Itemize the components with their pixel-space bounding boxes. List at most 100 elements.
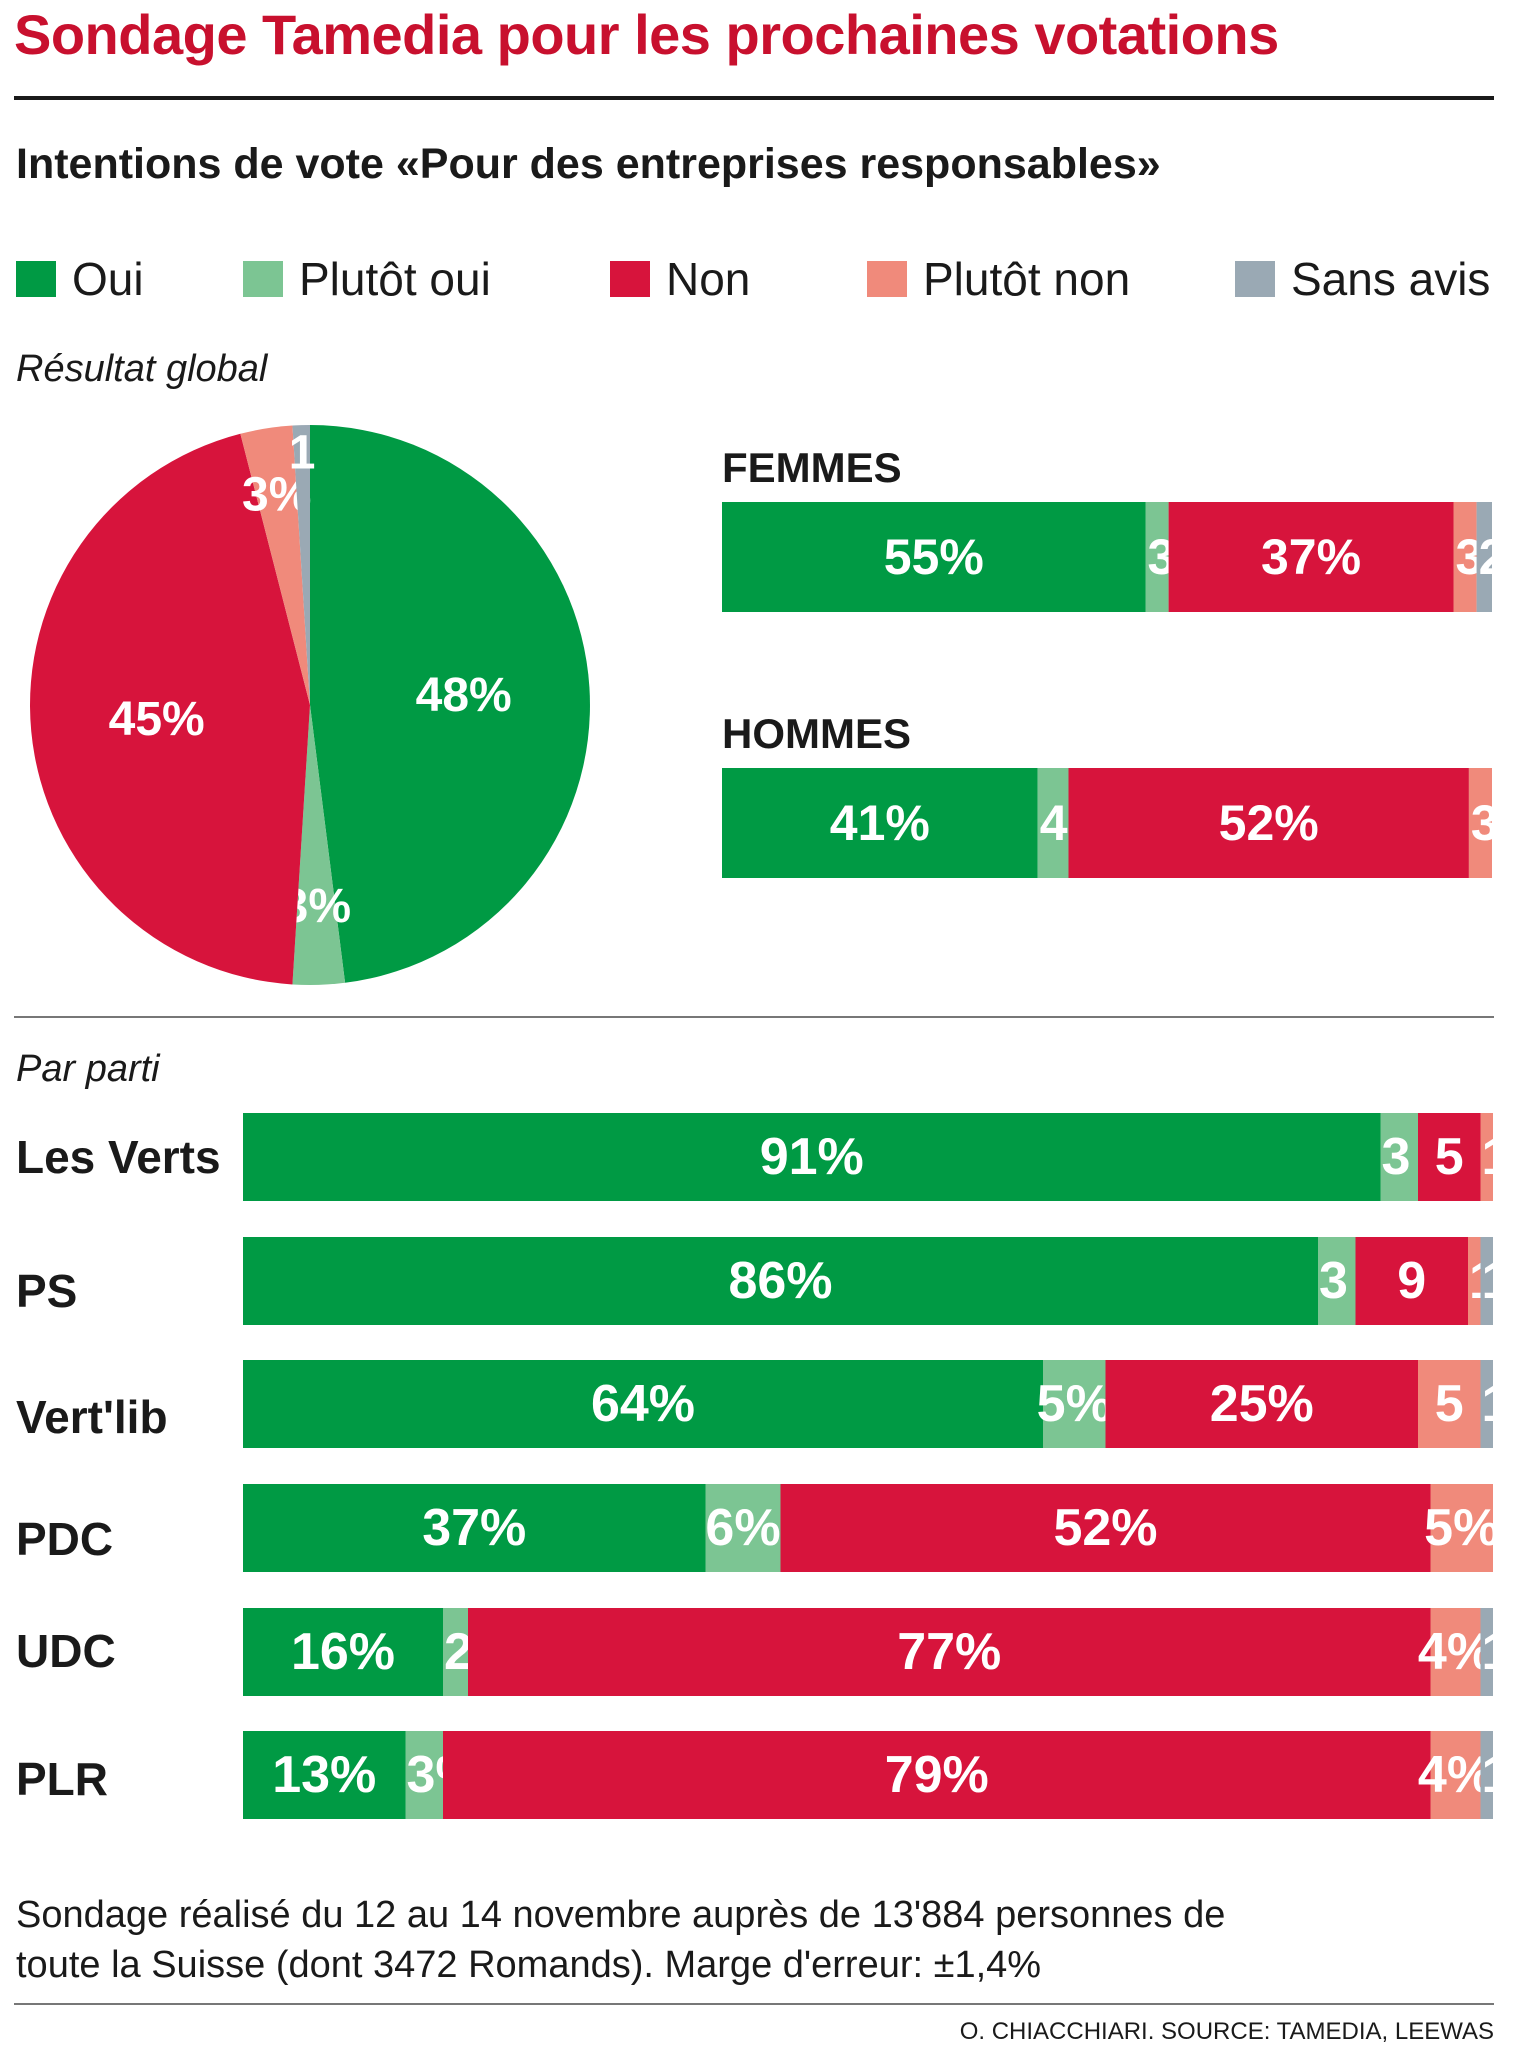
bar-label-ps-oui: 86%: [728, 1252, 832, 1310]
bar-label-udc-oui: 16%: [291, 1623, 395, 1681]
bar-label-pdc-plutot-oui: 6%: [705, 1499, 780, 1557]
legend-swatch-oui: [16, 261, 56, 297]
bar-label-vert-lib-non: 25%: [1210, 1375, 1314, 1433]
group-label-femmes: FEMMES: [722, 444, 902, 491]
bar-label-hommes-oui: 41%: [830, 795, 930, 851]
title-rule: [14, 96, 1494, 100]
chart-subtitle: Intentions de vote «Pour des entreprises…: [16, 140, 1161, 188]
bar-hommes-non: [1068, 768, 1469, 878]
party-label-udc: UDC: [16, 1625, 116, 1677]
bar-vert-lib-sans-avis: [1480, 1360, 1493, 1448]
bar-label-plr-oui: 13%: [272, 1746, 376, 1804]
bar-femmes-non: [1168, 502, 1454, 612]
bar-udc-oui: [243, 1608, 443, 1696]
pie-label-sans-avis: 1: [289, 427, 316, 480]
bar-label-femmes-sans-avis: 2: [1479, 529, 1507, 585]
bar-femmes-oui: [722, 502, 1146, 612]
pie-slice-sans-avis: [292, 425, 310, 705]
bar-label-ps-sans-avis: 1: [1482, 1252, 1511, 1310]
bar-udc-plutot-non: [1430, 1608, 1481, 1696]
bar-ps-non: [1355, 1237, 1468, 1325]
bar-hommes-plutot-oui: [1037, 768, 1069, 878]
party-label-plr: PLR: [16, 1753, 108, 1805]
pie-label-non: 45%: [109, 693, 205, 746]
legend-swatch-sans-avis: [1235, 261, 1275, 297]
bar-plr-sans-avis: [1480, 1731, 1493, 1819]
bar-pdc-oui: [243, 1484, 706, 1572]
bar-label-femmes-oui: 55%: [884, 529, 984, 585]
bar-label-pdc-non: 52%: [1053, 1499, 1157, 1557]
bar-udc-non: [468, 1608, 1431, 1696]
bar-pdc-non: [780, 1484, 1431, 1572]
bar-label-hommes-non: 52%: [1219, 795, 1319, 851]
bar-plr-non: [443, 1731, 1431, 1819]
chart-title: Sondage Tamedia pour les prochaines vota…: [14, 3, 1279, 66]
section-label-party: Par parti: [16, 1048, 160, 1090]
pie-label-oui: 48%: [416, 669, 512, 722]
party-label-ps: PS: [16, 1265, 78, 1317]
legend-label-oui: Oui: [72, 253, 144, 305]
party-label-pdc: PDC: [16, 1513, 114, 1565]
bar-femmes-plutot-oui: [1145, 502, 1169, 612]
bar-vert-lib-plutot-non: [1418, 1360, 1481, 1448]
bar-les-verts-non: [1418, 1113, 1481, 1201]
bar-vert-lib-oui: [243, 1360, 1043, 1448]
source-credit: O. CHIACCHIARI. SOURCE: TAMEDIA, LEEWAS: [959, 2018, 1494, 2045]
bar-plr-oui: [243, 1731, 406, 1819]
bar-label-vert-lib-oui: 64%: [591, 1375, 695, 1433]
bar-udc-sans-avis: [1480, 1608, 1493, 1696]
footnote: Sondage réalisé du 12 au 14 novembre aup…: [16, 1894, 1226, 1986]
legend-label-non: Non: [666, 253, 751, 305]
bar-label-les-verts-plutot-oui: 3: [1382, 1128, 1411, 1186]
bar-femmes-sans-avis: [1476, 502, 1492, 612]
bar-label-pdc-plutot-non: 5%: [1424, 1499, 1499, 1557]
legend-item-sans-avis: Sans avis: [1235, 252, 1490, 306]
bar-femmes-plutot-non: [1453, 502, 1477, 612]
bar-label-hommes-plutot-non: 3: [1471, 795, 1499, 851]
bar-label-udc-non: 77%: [897, 1623, 1001, 1681]
pie-slice-oui: [310, 425, 590, 983]
bar-label-vert-lib-plutot-oui: 5%: [1037, 1375, 1112, 1433]
bar-label-vert-lib-sans-avis: 1: [1482, 1375, 1511, 1433]
bar-ps-oui: [243, 1237, 1318, 1325]
legend-label-plutot-oui: Plutôt oui: [299, 253, 491, 305]
legend-label-plutot-non: Plutôt non: [923, 253, 1131, 305]
bar-label-les-verts-non: 5: [1435, 1128, 1464, 1186]
bar-les-verts-plutot-oui: [1380, 1113, 1418, 1201]
party-label-vertlib: Vert'lib: [16, 1391, 168, 1443]
bar-label-ps-non: 9: [1397, 1252, 1426, 1310]
bar-hommes-plutot-non: [1468, 768, 1492, 878]
legend-swatch-plutot-oui: [243, 261, 283, 297]
bar-hommes-oui: [722, 768, 1038, 878]
bar-label-pdc-oui: 37%: [422, 1499, 526, 1557]
bar-label-ps-plutot-oui: 3: [1319, 1252, 1348, 1310]
bar-ps-plutot-non: [1468, 1237, 1481, 1325]
bar-label-udc-sans-avis: 1: [1482, 1623, 1511, 1681]
bar-label-femmes-non: 37%: [1261, 529, 1361, 585]
bar-label-plr-sans-avis: 1: [1482, 1746, 1511, 1804]
legend-swatch-non: [610, 261, 650, 297]
pie-slice-non: [30, 433, 310, 985]
bottom-rule: [14, 2003, 1494, 2005]
party-label-les-verts: Les Verts: [16, 1131, 221, 1183]
bar-pdc-plutot-oui: [705, 1484, 781, 1572]
section-label-global: Résultat global: [16, 348, 268, 390]
pie-slice-plutot-oui: [292, 705, 346, 986]
bar-ps-sans-avis: [1480, 1237, 1493, 1325]
bar-vert-lib-non: [1105, 1360, 1418, 1448]
bar-label-plr-non: 79%: [885, 1746, 989, 1804]
bar-pdc-plutot-non: [1430, 1484, 1493, 1572]
legend-item-non: Non: [610, 252, 750, 306]
bar-ps-plutot-oui: [1318, 1237, 1356, 1325]
pie-slice-plutot-non: [240, 425, 310, 705]
group-label-hommes: HOMMES: [722, 710, 911, 757]
bar-plr-plutot-oui: [405, 1731, 443, 1819]
bar-udc-plutot-oui: [443, 1608, 468, 1696]
section-divider: [14, 1016, 1494, 1018]
legend-item-plutot-oui: Plutôt oui: [243, 252, 491, 306]
legend-label-sans-avis: Sans avis: [1291, 253, 1491, 305]
bar-les-verts-plutot-non: [1480, 1113, 1493, 1201]
bar-les-verts-oui: [243, 1113, 1381, 1201]
bar-plr-plutot-non: [1430, 1731, 1481, 1819]
